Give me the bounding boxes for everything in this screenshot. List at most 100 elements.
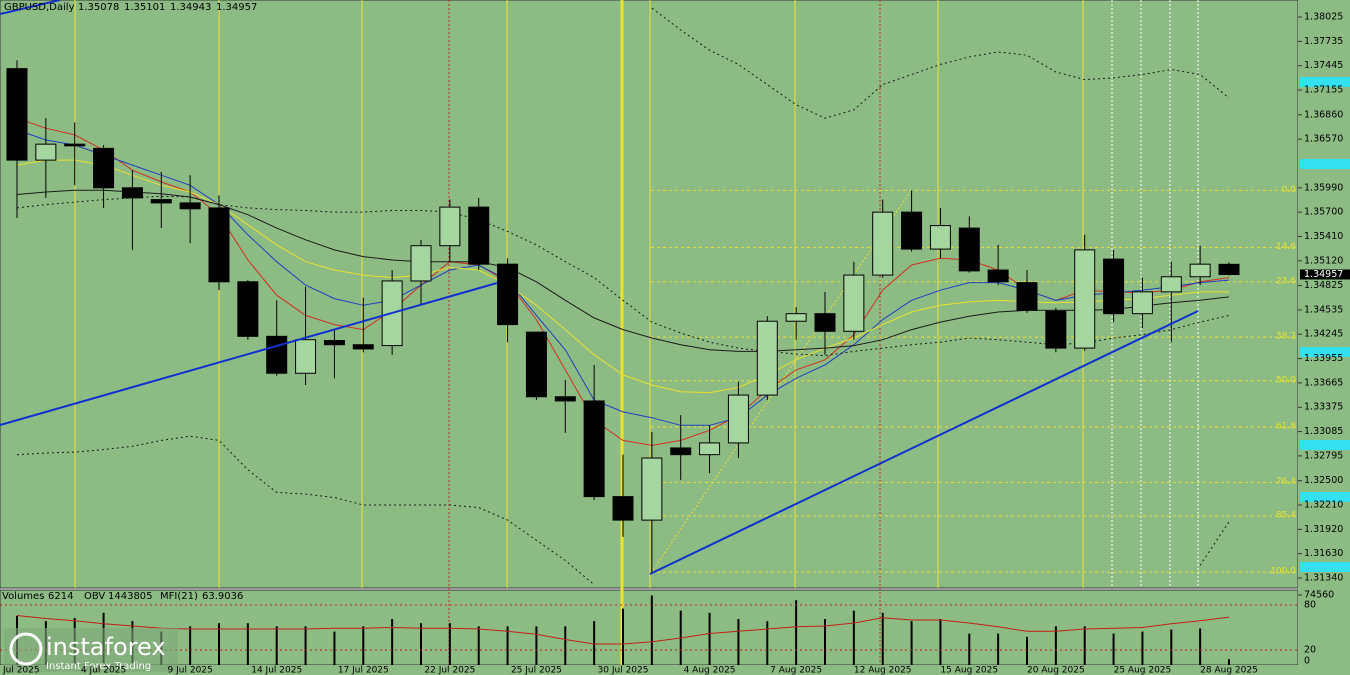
candle-body bbox=[814, 313, 836, 332]
candle-body bbox=[1218, 263, 1240, 275]
candle-body bbox=[150, 199, 172, 204]
fib-label: 76.4 bbox=[1276, 477, 1296, 487]
overlay-line bbox=[16, 435, 1230, 586]
vertical-markers bbox=[74, 0, 1199, 665]
y-tick-label: 1.36860 bbox=[1304, 109, 1343, 120]
x-tick-label: 20 Aug 2025 bbox=[1027, 666, 1085, 675]
fib-label: 0.0 bbox=[1282, 185, 1297, 195]
mfi-value: 63.9036 bbox=[202, 591, 243, 602]
x-tick-label: 4 Jul 2025 bbox=[81, 666, 126, 675]
candle-body bbox=[583, 400, 605, 498]
fib-label: 85.4 bbox=[1276, 510, 1296, 520]
symbol: GBPUSD,Daily bbox=[4, 2, 75, 13]
candle-body bbox=[699, 442, 721, 456]
x-tick-label: 9 Jul 2025 bbox=[168, 666, 213, 675]
mfi-tick-label: 80 bbox=[1304, 600, 1316, 611]
candle-body bbox=[756, 320, 778, 396]
candle-body bbox=[6, 68, 28, 161]
trendline bbox=[0, 0, 61, 15]
logo-name: instaforex bbox=[46, 633, 166, 661]
candle-body bbox=[727, 394, 749, 444]
obv-label: OBV bbox=[84, 591, 105, 602]
level-box bbox=[1300, 562, 1350, 572]
candle-body bbox=[179, 202, 201, 210]
ohlc-open: 1.35078 bbox=[78, 2, 119, 13]
candle-body bbox=[1016, 282, 1038, 311]
x-tick-label: 28 Aug 2025 bbox=[1200, 666, 1258, 675]
y-tick-label: 1.31340 bbox=[1304, 573, 1343, 584]
y-tick-label: 1.31630 bbox=[1304, 548, 1343, 559]
candle-body bbox=[958, 227, 980, 272]
candle-body bbox=[1189, 263, 1211, 278]
fib-label: 50.0 bbox=[1276, 375, 1296, 385]
y-tick-label: 1.36570 bbox=[1304, 134, 1343, 145]
candle-body bbox=[929, 225, 951, 250]
candle-body bbox=[1160, 276, 1182, 293]
candle-body bbox=[439, 206, 461, 247]
y-tick-label: 1.34535 bbox=[1304, 304, 1343, 315]
trendlines bbox=[0, 0, 1199, 575]
candle-body bbox=[35, 143, 57, 161]
y-tick-label: 1.37735 bbox=[1304, 36, 1343, 47]
candle-body bbox=[525, 331, 547, 398]
x-tick-label: 7 Aug 2025 bbox=[770, 666, 822, 675]
candle-body bbox=[352, 344, 374, 350]
mfi-tick-label: 0 bbox=[1304, 656, 1310, 667]
level-box bbox=[1300, 440, 1350, 450]
candle-body bbox=[1103, 258, 1125, 315]
y-tick-label: 1.33375 bbox=[1304, 402, 1343, 413]
ohlc-close: 1.34957 bbox=[216, 2, 257, 13]
y-tick-label: 1.32210 bbox=[1304, 500, 1343, 511]
indicator-header: Volumes 6214 OBV 1443805 MFI(21) 63.9036 bbox=[2, 591, 243, 602]
ohlc-high: 1.35101 bbox=[124, 2, 165, 13]
volume-value: 6214 bbox=[48, 591, 73, 602]
y-tick-label: 1.32500 bbox=[1304, 475, 1343, 486]
x-tick-label: 25 Jul 2025 bbox=[511, 666, 562, 675]
candle-body bbox=[612, 496, 634, 521]
candle-body bbox=[237, 281, 259, 337]
candle-body bbox=[208, 207, 230, 283]
candle-body bbox=[64, 143, 86, 147]
header: GBPUSD,Daily 1.35078 1.35101 1.34943 1.3… bbox=[4, 2, 257, 13]
level-boxes bbox=[1300, 77, 1350, 572]
y-tick-label: 1.38025 bbox=[1304, 12, 1343, 23]
level-box bbox=[1300, 159, 1350, 169]
candle-body bbox=[468, 206, 490, 265]
fib-diagonal bbox=[650, 191, 911, 574]
candle-body bbox=[901, 211, 923, 250]
overlay-line bbox=[651, 7, 1230, 119]
fib-label: 100.0 bbox=[1270, 567, 1296, 577]
candle-body bbox=[641, 457, 663, 521]
candle-body bbox=[266, 335, 288, 374]
y-tick-label: 1.33085 bbox=[1304, 426, 1343, 437]
y-tick-label: 1.33665 bbox=[1304, 377, 1343, 388]
ohlc-low: 1.34943 bbox=[170, 2, 211, 13]
y-tick-label: 1.31920 bbox=[1304, 524, 1343, 535]
plot: 0.0 14.6 23.6 38.2 50.0 61.8 76.4 85.4 100.0 bbox=[0, 7, 1302, 665]
candle-body bbox=[987, 269, 1009, 283]
candle-body bbox=[1131, 291, 1153, 315]
y-tick-label: 1.35120 bbox=[1304, 255, 1343, 266]
trendline bbox=[649, 310, 1199, 575]
x-tick-label: 17 Jul 2025 bbox=[338, 666, 389, 675]
x-tick-label: 15 Aug 2025 bbox=[940, 666, 998, 675]
candle-body bbox=[410, 245, 432, 282]
logo: instaforex Instant Forex Trading bbox=[4, 628, 178, 672]
logo-icon bbox=[9, 632, 43, 666]
x-tick-label: 22 Jul 2025 bbox=[424, 666, 475, 675]
obv-value: 1443805 bbox=[108, 591, 153, 602]
mfi-tick-label: 20 bbox=[1304, 645, 1316, 656]
candle-body bbox=[785, 313, 807, 322]
candle-body bbox=[843, 274, 865, 332]
mfi-label: MFI(21) bbox=[160, 591, 198, 602]
candle-body bbox=[554, 396, 576, 402]
x-tick-label: 25 Aug 2025 bbox=[1114, 666, 1172, 675]
indicator-panel bbox=[0, 589, 1299, 666]
x-tick-label: 4 Aug 2025 bbox=[684, 666, 736, 675]
candle-body bbox=[93, 147, 115, 189]
x-tick-label: 1 Jul 2025 bbox=[0, 666, 40, 675]
logo-tagline: Instant Forex Trading bbox=[46, 661, 151, 672]
candle-body bbox=[497, 263, 519, 326]
level-box bbox=[1300, 77, 1350, 87]
